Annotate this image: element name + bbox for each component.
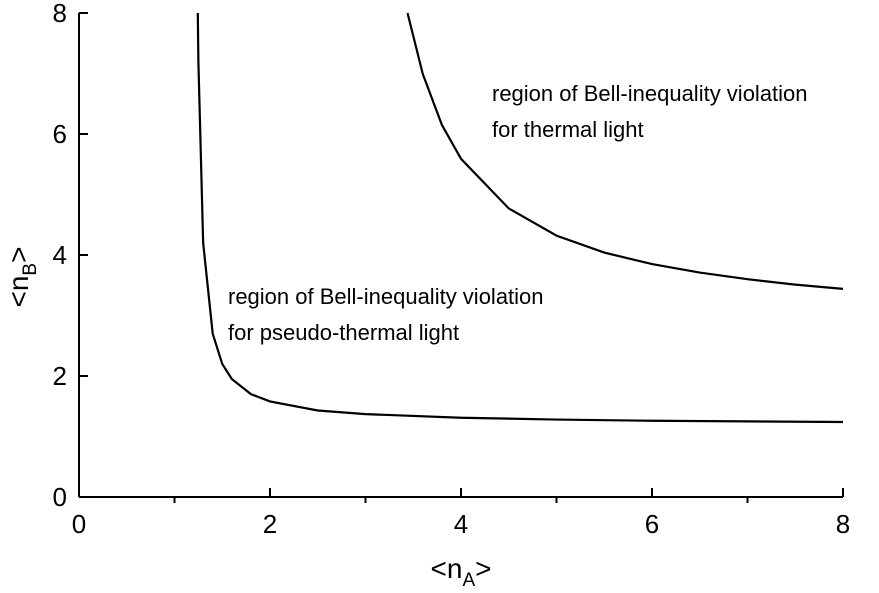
y-label-subscript: B xyxy=(20,263,41,276)
x-axis-label: <nA> xyxy=(431,553,492,591)
y-tick-label: 2 xyxy=(53,361,67,391)
x-tick-label: 6 xyxy=(645,509,659,539)
x-tick-label: 0 xyxy=(72,509,86,539)
curve xyxy=(196,12,844,424)
y-axis-label: <nB> xyxy=(3,247,41,308)
annotation: region of Bell-inequality violation xyxy=(228,284,544,309)
y-tick-label: 8 xyxy=(53,0,67,28)
annotation: for thermal light xyxy=(492,117,644,142)
annotation: region of Bell-inequality violation xyxy=(492,81,808,106)
annotation: for pseudo-thermal light xyxy=(228,320,459,345)
x-tick-label: 4 xyxy=(454,509,468,539)
x-label-part: > xyxy=(475,553,491,584)
x-tick-label: 2 xyxy=(263,509,277,539)
y-tick-label: 4 xyxy=(53,240,67,270)
x-tick-label: 8 xyxy=(836,509,850,539)
x-label-part: <n xyxy=(431,553,463,584)
curve xyxy=(406,12,844,290)
y-tick-label: 6 xyxy=(53,119,67,149)
x-label-subscript: A xyxy=(462,570,475,591)
y-label-part: > xyxy=(3,247,34,263)
y-tick-label: 0 xyxy=(53,482,67,512)
y-label-part: <n xyxy=(3,276,34,308)
